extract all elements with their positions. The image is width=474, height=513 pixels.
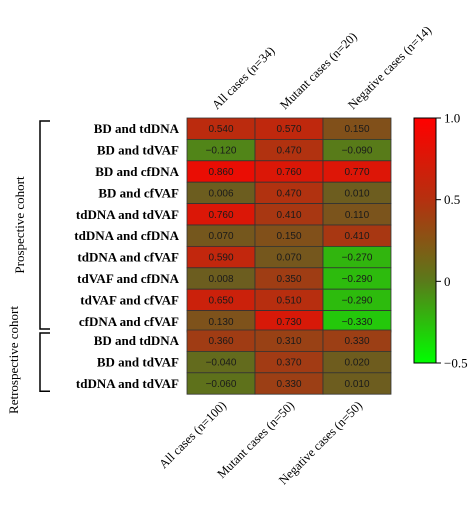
cell-value-label: 0.730: [276, 317, 301, 328]
cell-value-label: 0.370: [276, 358, 301, 369]
row-label: tdVAF and cfVAF: [80, 292, 179, 307]
cohort-labels: Prospective cohort Retrospective cohort: [6, 176, 27, 414]
row-label: tdDNA and cfDNA: [74, 228, 179, 243]
cell-value-label: 0.020: [344, 358, 369, 369]
cell-value-label: 0.360: [208, 336, 233, 347]
retrospective-column-labels: All cases (n=100)Mutant cases (n=50)Nega…: [156, 398, 365, 487]
row-label: BD and cfVAF: [98, 185, 179, 200]
heatmap-cell: [322, 372, 392, 395]
cell-value-label: 0.330: [276, 379, 301, 390]
colorbar-tick-label: −0.5: [444, 356, 468, 371]
cell-value-label: 0.310: [276, 336, 301, 347]
cell-value-label: 0.860: [208, 167, 233, 178]
cell-value-label: −0.120: [206, 146, 237, 157]
heatmap-cells: 0.540 0.570 0.150 −0.120 0.470 −0.090 0.860 0.7…: [186, 117, 392, 395]
cohort-bracket: [39, 332, 50, 392]
column-label: Negative cases (n=14): [345, 23, 434, 112]
colorbar-gradient: [413, 117, 437, 364]
cell-value-label: −0.060: [206, 379, 237, 390]
cell-value-label: 0.070: [208, 231, 233, 242]
cell-value-label: 0.540: [208, 124, 233, 135]
cell-value-label: −0.270: [342, 253, 373, 264]
row-label: BD and tdVAF: [97, 355, 179, 370]
row-labels: BD and tdDNA BD and tdVAF BD and cfDNA BD a…: [74, 121, 179, 391]
row-label: tdDNA and cfVAF: [77, 250, 179, 265]
cell-value-label: 0.410: [344, 231, 369, 242]
cell-value-label: −0.290: [342, 295, 373, 306]
cell-value-label: 0.010: [344, 379, 369, 390]
row-label: BD and tdDNA: [94, 333, 180, 348]
cohort-label: Retrospective cohort: [6, 306, 21, 414]
cohort-label: Prospective cohort: [12, 176, 27, 274]
column-label: All cases (n=100): [156, 398, 229, 471]
cell-value-label: 0.760: [276, 167, 301, 178]
cell-value-label: 0.470: [276, 146, 301, 157]
colorbar-tick-label: 1.0: [444, 111, 460, 126]
row-label: BD and cfDNA: [95, 164, 179, 179]
cell-value-label: −0.290: [342, 274, 373, 285]
cell-value-label: −0.040: [206, 358, 237, 369]
row-label: tdVAF and cfDNA: [77, 271, 179, 286]
row-label: tdDNA and tdVAF: [76, 376, 179, 391]
cell-value-label: 0.010: [344, 188, 369, 199]
cell-value-label: 0.110: [345, 210, 370, 221]
cell-value-label: 0.760: [208, 210, 233, 221]
cell-value-label: 0.070: [276, 253, 301, 264]
row-label: BD and tdDNA: [94, 121, 180, 136]
cell-value-label: −0.090: [342, 146, 373, 157]
cell-value-label: 0.470: [276, 188, 301, 199]
cell-value-label: 0.650: [208, 295, 233, 306]
column-label: All cases (n=34): [209, 44, 277, 112]
cell-value-label: 0.510: [276, 295, 301, 306]
row-label: BD and tdVAF: [97, 143, 179, 158]
cell-value-label: 0.150: [276, 231, 301, 242]
cell-value-label: 0.410: [276, 210, 301, 221]
row-label: cfDNA and cfVAF: [79, 314, 179, 329]
cell-value-label: 0.150: [344, 124, 369, 135]
colorbar: 1.0 0.5 0 −0.5: [413, 111, 468, 371]
cell-value-label: 0.130: [208, 317, 233, 328]
colorbar-tick-label: 0: [444, 274, 451, 289]
cell-value-label: 0.330: [344, 336, 369, 347]
cell-value-label: 0.350: [276, 274, 301, 285]
cell-value-label: 0.590: [208, 253, 233, 264]
cohort-brackets: [39, 120, 50, 392]
row-label: tdDNA and tdVAF: [76, 207, 179, 222]
colorbar-tick-label: 0.5: [444, 192, 460, 207]
cell-value-label: 0.008: [208, 274, 233, 285]
cell-value-label: 0.006: [208, 188, 233, 199]
cell-value-label: 0.570: [276, 124, 301, 135]
cohort-bracket: [39, 120, 50, 330]
prospective-column-labels: All cases (n=34) Mutant cases (n=20)Negat…: [209, 23, 434, 112]
cell-value-label: −0.330: [342, 317, 373, 328]
cell-value-label: 0.770: [344, 167, 369, 178]
